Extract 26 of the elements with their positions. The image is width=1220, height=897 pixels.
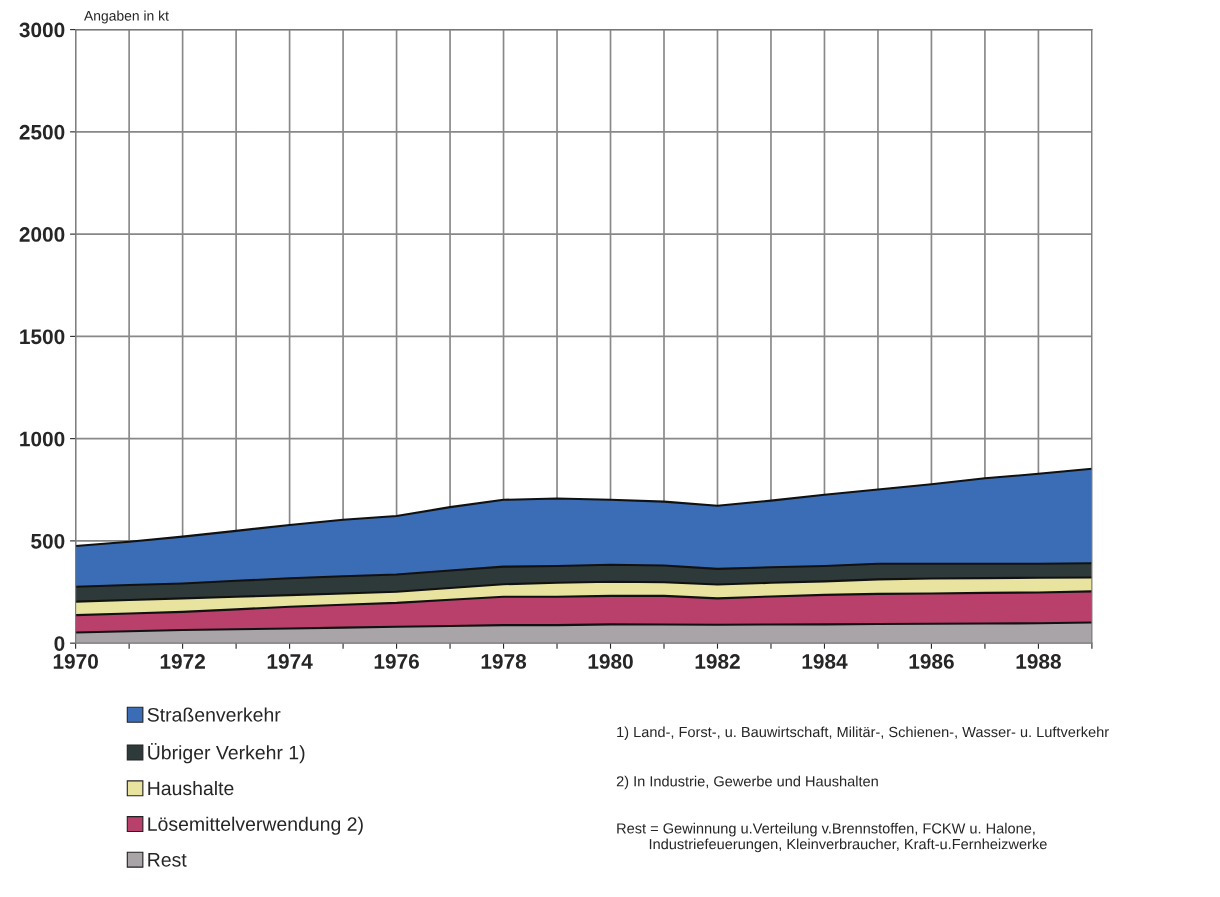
x-tick-label: 1986 [909,654,954,669]
text: Rest = Gewinnung u.Verteilung v.Brennstoffen, FCKW u. Halone, Industriefeuerungen, Kleinverbraucher, Kraft-u.Fernheizwerke [617,822,1047,853]
y-tick-label: 3000 [19,22,65,38]
y-tick-label: 2000 [19,227,65,242]
legend-label: Lösemittelverwendung 2) [148,816,363,835]
legend-label: Straßenverkehr [147,707,281,722]
y-tick-label: 500 [31,533,65,549]
x-tick-label: 1988 [1016,654,1061,669]
y-axis-title: Angaben in kt [84,10,169,24]
text: 2) In Industrie, Gewerbe und Haushalten [616,775,878,790]
y-tick-label: 2500 [19,124,65,140]
legend-label: Übriger Verkehr 1) [148,743,305,764]
text: 1) Land-, Forst-, u. Bauwirtschaft, Militär-, Schienen-, Wasser- u. Luftverkehr [617,726,1109,741]
x-tick-label: 1984 [802,654,848,669]
x-tick-label: 1976 [374,654,419,669]
x-tick-label: 1972 [160,654,205,669]
legend-label: Rest [148,853,187,867]
x-tick-label: 1980 [588,654,633,669]
x-tick-label: 1970 [53,654,98,669]
y-tick-label: 0 [54,636,65,651]
legend-label: Haushalte [148,780,234,796]
y-tick-label: 1500 [20,329,65,345]
y-tick-label: 1000 [20,431,65,447]
x-tick-label: 1978 [481,654,527,669]
x-tick-label: 1982 [695,654,740,669]
x-tick-label: 1974 [267,654,313,669]
